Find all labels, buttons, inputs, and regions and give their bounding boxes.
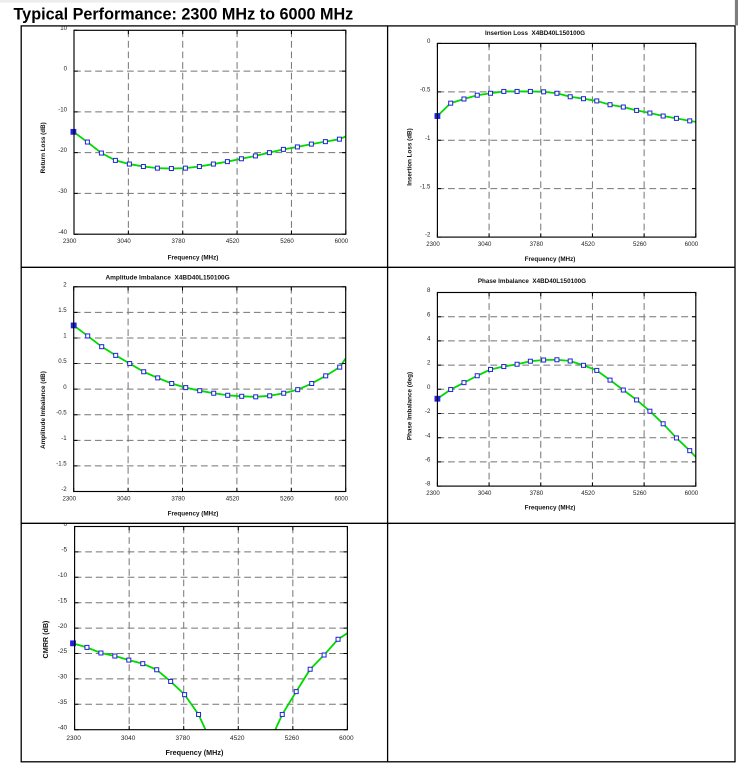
svg-text:10: 10 [60, 25, 67, 32]
svg-text:Frequency (MHz): Frequency (MHz) [525, 256, 576, 263]
svg-text:2300: 2300 [63, 238, 77, 245]
svg-text:0: 0 [64, 66, 68, 73]
svg-text:Frequency (MHz): Frequency (MHz) [165, 748, 224, 757]
svg-text:-25: -25 [58, 648, 68, 655]
svg-text:-1.5: -1.5 [56, 461, 67, 468]
svg-text:-2: -2 [61, 486, 67, 493]
svg-text:6000: 6000 [685, 241, 699, 248]
svg-text:Insertion Loss X4BD40L150100G: Insertion Loss X4BD40L150100G [485, 30, 585, 37]
svg-text:-0.5: -0.5 [420, 86, 431, 93]
svg-text:Amplitude Imbalance (dB): Amplitude Imbalance (dB) [40, 371, 47, 449]
svg-text:5260: 5260 [280, 496, 294, 503]
svg-text:-40: -40 [58, 724, 68, 731]
svg-text:4520: 4520 [226, 238, 240, 245]
svg-text:-30: -30 [58, 188, 67, 195]
svg-text:6000: 6000 [685, 490, 699, 497]
svg-text:-1: -1 [425, 135, 431, 142]
svg-text:3040: 3040 [478, 241, 492, 248]
svg-text:2300: 2300 [63, 496, 77, 503]
svg-text:6000: 6000 [339, 735, 354, 742]
svg-text:3780: 3780 [171, 496, 185, 503]
svg-text:Phase Imbalance X4BD40L150100: Phase Imbalance X4BD40L150100G [478, 278, 586, 285]
svg-text:5260: 5260 [633, 490, 647, 497]
svg-text:-20: -20 [58, 623, 68, 630]
svg-text:2300: 2300 [426, 490, 440, 497]
svg-text:2300: 2300 [426, 241, 440, 248]
svg-text:6000: 6000 [335, 238, 349, 245]
svg-text:-2: -2 [425, 232, 431, 239]
svg-text:4520: 4520 [230, 735, 245, 742]
svg-text:3040: 3040 [478, 490, 492, 497]
svg-text:3040: 3040 [121, 735, 136, 742]
svg-text:8: 8 [427, 287, 431, 294]
svg-text:-8: -8 [425, 481, 431, 488]
svg-text:-4: -4 [425, 432, 431, 439]
svg-text:-0.5: -0.5 [56, 409, 67, 416]
svg-text:-1: -1 [61, 435, 67, 442]
svg-text:0: 0 [63, 521, 67, 528]
svg-text:3780: 3780 [530, 490, 544, 497]
svg-text:-10: -10 [58, 572, 68, 579]
svg-text:4520: 4520 [581, 490, 595, 497]
svg-text:0.5: 0.5 [58, 358, 67, 365]
svg-text:2: 2 [63, 281, 67, 288]
svg-text:1.5: 1.5 [58, 307, 67, 314]
svg-text:4520: 4520 [581, 241, 595, 248]
svg-text:-5: -5 [61, 547, 67, 554]
svg-text:3780: 3780 [175, 735, 190, 742]
svg-text:0: 0 [427, 38, 431, 45]
svg-text:-10: -10 [58, 106, 67, 113]
svg-text:-15: -15 [58, 597, 68, 604]
svg-text:0: 0 [427, 384, 431, 391]
svg-text:-30: -30 [58, 674, 68, 681]
svg-text:-1.5: -1.5 [420, 183, 431, 190]
svg-text:Phase Imbalance (deg): Phase Imbalance (deg) [407, 372, 414, 440]
svg-text:-40: -40 [58, 229, 67, 236]
svg-text:2: 2 [427, 360, 431, 367]
svg-text:1: 1 [63, 333, 67, 340]
svg-text:5260: 5260 [285, 735, 300, 742]
svg-text:6: 6 [427, 311, 431, 318]
svg-text:Return Loss (dB): Return Loss (dB) [40, 122, 47, 173]
svg-text:-6: -6 [425, 457, 431, 464]
svg-text:0: 0 [63, 384, 67, 391]
svg-text:3780: 3780 [172, 238, 186, 245]
svg-text:6000: 6000 [335, 496, 349, 503]
svg-text:3780: 3780 [530, 241, 544, 248]
svg-text:Insertion Loss (dB): Insertion Loss (dB) [407, 128, 414, 185]
svg-text:-2: -2 [425, 408, 431, 415]
svg-text:Frequency (MHz): Frequency (MHz) [168, 510, 219, 517]
svg-text:3040: 3040 [117, 496, 131, 503]
svg-text:2300: 2300 [66, 735, 81, 742]
svg-text:Frequency (MHz): Frequency (MHz) [168, 255, 219, 262]
svg-text:Typical Performance: 2300 MHz: Typical Performance: 2300 MHz to 6000 MH… [14, 5, 354, 23]
svg-text:Amplitude Imbalance X4BD40L15: Amplitude Imbalance X4BD40L150100G [105, 275, 229, 282]
svg-text:Frequency (MHz): Frequency (MHz) [525, 505, 576, 512]
svg-text:4520: 4520 [226, 496, 240, 503]
svg-text:4: 4 [427, 336, 431, 343]
svg-text:5260: 5260 [280, 238, 294, 245]
svg-text:-35: -35 [58, 699, 68, 706]
svg-text:3040: 3040 [117, 238, 131, 245]
svg-text:CMRR (dB): CMRR (dB) [41, 620, 50, 659]
svg-text:5260: 5260 [633, 241, 647, 248]
svg-text:-20: -20 [58, 147, 67, 154]
